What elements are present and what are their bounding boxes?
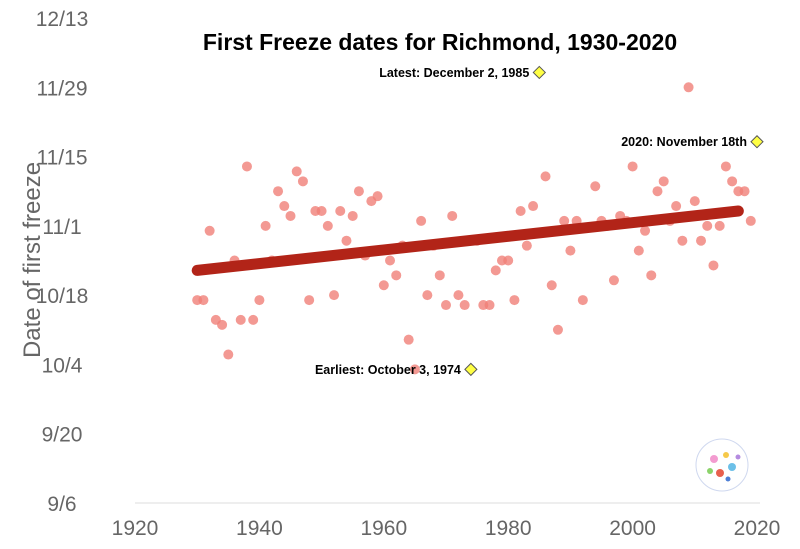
data-point	[577, 295, 588, 306]
annotation-label: Earliest: October 3, 1974	[315, 363, 461, 377]
data-point	[646, 270, 657, 281]
x-tick-label: 1920	[112, 517, 159, 540]
data-point	[565, 245, 576, 256]
data-point	[434, 270, 445, 281]
data-point	[304, 295, 315, 306]
data-point	[273, 186, 284, 197]
data-point	[696, 235, 707, 246]
data-point	[347, 210, 358, 221]
data-points	[192, 82, 756, 375]
trend-line-group	[191, 205, 744, 276]
x-ticks: 1920 1940 1960 1980 2000 2020	[112, 517, 781, 540]
y-axis-label: Date of first freeze	[19, 162, 46, 358]
data-point	[540, 171, 551, 182]
data-point	[198, 295, 209, 306]
data-point	[714, 220, 725, 231]
annotation-diamond	[532, 65, 547, 80]
data-point	[385, 255, 396, 266]
data-point	[285, 210, 296, 221]
data-point	[652, 186, 663, 197]
x-tick-label: 1940	[236, 517, 283, 540]
annotation-label: Latest: December 2, 1985	[379, 66, 529, 80]
data-point	[416, 215, 427, 226]
data-point	[490, 265, 501, 276]
data-point	[279, 201, 290, 212]
data-point	[378, 280, 389, 291]
data-point	[316, 206, 327, 217]
data-point	[745, 215, 756, 226]
data-point	[260, 220, 271, 231]
annotation-label: 2020: November 18th	[621, 135, 747, 149]
data-point	[640, 225, 651, 236]
data-point	[689, 196, 700, 207]
data-point	[720, 161, 731, 172]
data-point	[341, 235, 352, 246]
data-point	[528, 201, 539, 212]
data-point	[335, 206, 346, 217]
data-point	[329, 290, 340, 301]
y-ticks: 9/6 9/20 10/4 10/18 11/1 11/15 11/29 12/13	[36, 8, 89, 516]
data-point	[702, 220, 713, 231]
data-point	[509, 295, 520, 306]
data-point	[241, 161, 252, 172]
data-point	[677, 235, 688, 246]
data-point	[422, 290, 433, 301]
data-point	[459, 300, 470, 311]
data-point	[521, 240, 532, 251]
data-point	[254, 295, 265, 306]
data-point	[671, 201, 682, 212]
y-tick-label: 9/6	[47, 493, 76, 516]
data-point	[353, 186, 364, 197]
data-point	[658, 176, 669, 187]
data-point	[739, 186, 750, 197]
data-point	[403, 334, 414, 345]
x-tick-label: 2000	[609, 517, 656, 540]
x-tick-label: 1960	[360, 517, 407, 540]
data-point	[235, 314, 246, 325]
data-point	[503, 255, 514, 266]
data-point	[217, 319, 228, 330]
y-tick-label: 10/18	[36, 285, 89, 308]
data-point	[391, 270, 402, 281]
museum-logo	[695, 438, 749, 492]
annotation-diamond	[750, 135, 764, 149]
x-tick-label: 1980	[485, 517, 532, 540]
data-point	[552, 324, 563, 335]
y-tick-label: 11/15	[37, 147, 88, 170]
data-point	[204, 225, 215, 236]
data-point	[223, 349, 234, 360]
data-point	[727, 176, 738, 187]
data-point	[447, 210, 458, 221]
data-point	[372, 191, 383, 202]
trend-line	[191, 205, 744, 276]
data-point	[627, 161, 638, 172]
data-point	[484, 300, 495, 311]
annotation-diamond	[464, 362, 478, 377]
annotations: Latest: December 2, 1985 Earliest: Octobe…	[315, 65, 764, 377]
data-point	[590, 181, 601, 192]
data-point	[546, 280, 557, 291]
data-point	[409, 364, 420, 375]
y-tick-label: 11/29	[37, 77, 88, 100]
data-point	[453, 290, 464, 301]
y-tick-label: 9/20	[42, 424, 83, 447]
data-point	[291, 166, 302, 177]
data-point	[322, 220, 333, 231]
y-tick-label: 11/1	[42, 216, 81, 239]
data-point	[515, 206, 526, 217]
data-point	[297, 176, 308, 187]
chart-title: First Freeze dates for Richmond, 1930-20…	[203, 29, 677, 55]
x-tick-label: 2020	[734, 517, 781, 540]
data-point	[608, 275, 619, 286]
data-point	[683, 82, 694, 93]
data-point	[441, 300, 451, 311]
data-point	[248, 314, 259, 325]
y-tick-label: 12/13	[36, 8, 89, 31]
y-tick-label: 10/4	[42, 354, 83, 377]
data-point	[633, 245, 644, 256]
data-point	[559, 215, 570, 226]
data-point	[708, 260, 719, 271]
